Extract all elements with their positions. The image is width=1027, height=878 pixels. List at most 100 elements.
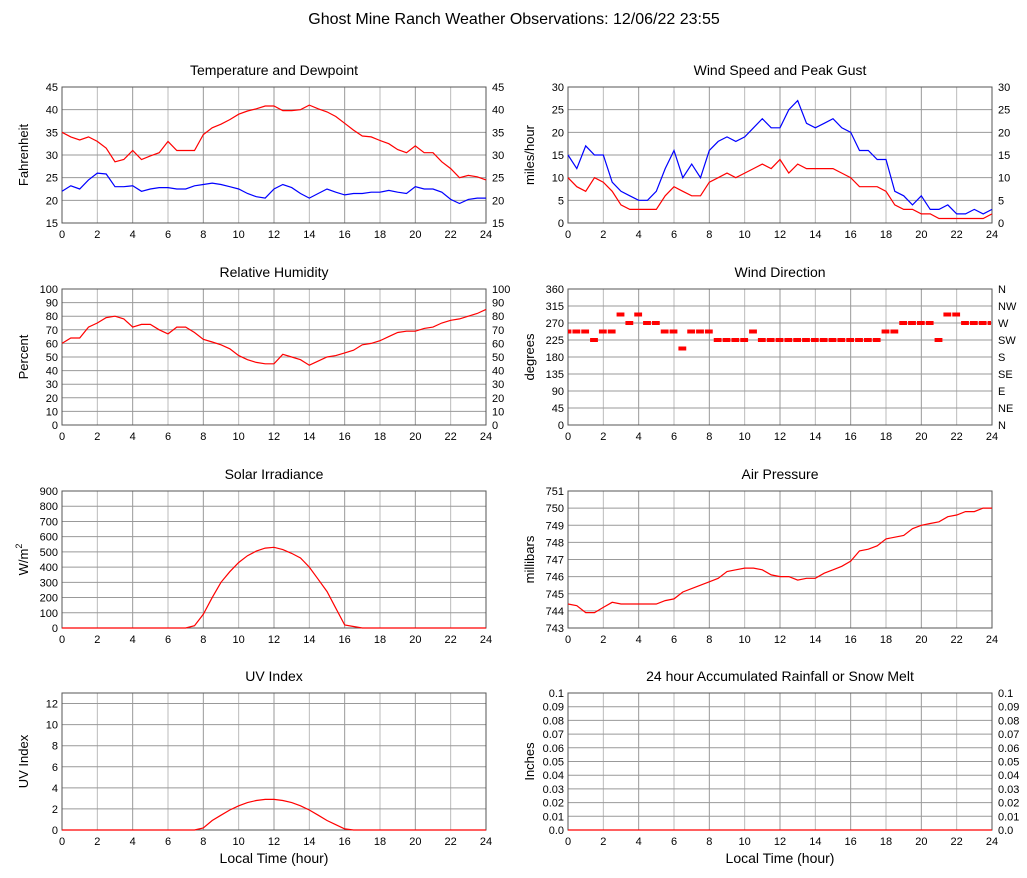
right-tick-label: E	[998, 386, 1005, 398]
x-tick-label: 6	[165, 229, 171, 241]
x-tick-label: 6	[671, 431, 677, 443]
x-tick-label: 6	[671, 836, 677, 848]
y-tick-label: 225	[546, 335, 564, 347]
right-tick-label: 0	[492, 420, 498, 432]
x-tick-label: 16	[339, 836, 351, 848]
x-tick-label: 20	[409, 634, 421, 646]
panel-title: UV Index	[245, 668, 303, 684]
x-tick-label: 10	[233, 634, 245, 646]
y-tick-label: 25	[46, 173, 58, 185]
wind-direction-point	[819, 338, 828, 342]
x-tick-label: 22	[951, 634, 963, 646]
wind-direction-point	[881, 329, 890, 334]
y-tick-label: 0.0	[549, 825, 564, 837]
y-tick-label: 20	[46, 393, 58, 405]
y-tick-label: 10	[552, 173, 564, 185]
right-tick-label: 30	[998, 82, 1010, 94]
y-tick-label: 12	[46, 699, 58, 711]
plot-frame	[61, 692, 487, 831]
y-tick-label: 749	[546, 520, 564, 532]
x-tick-label: 16	[845, 229, 857, 241]
y-tick-label: 50	[46, 352, 58, 364]
right-tick-label: 0.03	[998, 784, 1019, 796]
x-tick-label: 2	[600, 634, 606, 646]
x-tick-label: 2	[94, 431, 100, 443]
y-tick-label: 0	[52, 825, 58, 837]
panel-rainfall: 24 hour Accumulated Rainfall or Snow Mel…	[522, 668, 1019, 866]
wind-direction-point	[651, 321, 660, 325]
wind-direction-point	[961, 321, 969, 325]
wind-direction-point	[828, 338, 837, 342]
x-tick-label: 24	[986, 634, 998, 646]
x-tick-label: 4	[130, 634, 136, 646]
series-line-temperature-1	[61, 172, 486, 205]
x-tick-label: 10	[739, 836, 751, 848]
y-tick-label: 5	[558, 195, 564, 207]
y-tick-label: 180	[546, 352, 564, 364]
y-tick-label: 315	[546, 301, 564, 313]
x-tick-label: 4	[636, 229, 642, 241]
panel-title: Wind Speed and Peak Gust	[694, 62, 867, 78]
x-tick-label: 12	[774, 229, 786, 241]
right-tick-label: 0.01	[998, 811, 1019, 823]
y-tick-label: 800	[40, 501, 58, 513]
x-tick-label: 0	[565, 836, 571, 848]
right-tick-label: W	[998, 318, 1009, 330]
x-tick-label: 12	[268, 836, 280, 848]
series-line-uv-0	[62, 798, 486, 831]
y-tick-label: 0.08	[543, 715, 564, 727]
series-line-temperature-0	[61, 104, 487, 181]
right-tick-label: 45	[492, 82, 504, 94]
y-tick-label: 700	[40, 516, 58, 528]
x-tick-label: 12	[774, 634, 786, 646]
series-line-wind-speed-0	[567, 99, 993, 215]
right-tick-label: 70	[492, 325, 504, 337]
x-tick-label: 0	[59, 229, 65, 241]
wind-direction-point	[802, 338, 810, 342]
wind-direction-point	[987, 321, 991, 325]
wind-direction-point	[625, 321, 634, 325]
panel-title: Solar Irradiance	[225, 466, 324, 482]
x-tick-label: 14	[809, 634, 821, 646]
y-tick-label: 25	[552, 105, 564, 117]
series-line-solar-0	[62, 546, 486, 629]
wind-direction-point	[581, 329, 590, 334]
x-tick-label: 20	[409, 431, 421, 443]
y-tick-label: 748	[546, 537, 564, 549]
y-tick-label: 0.02	[543, 798, 564, 810]
x-tick-label: 2	[600, 431, 606, 443]
y-tick-label: 30	[46, 150, 58, 162]
wind-direction-point	[696, 329, 704, 334]
right-tick-label: 10	[492, 406, 504, 418]
x-tick-label: 18	[374, 229, 386, 241]
x-tick-label: 20	[915, 634, 927, 646]
y-axis-label: W/m2	[14, 544, 31, 576]
x-tick-label: 10	[233, 229, 245, 241]
right-tick-label: NW	[998, 301, 1017, 313]
right-tick-label: 0.1	[998, 688, 1013, 700]
x-tick-label: 10	[233, 431, 245, 443]
x-tick-label: 2	[600, 836, 606, 848]
y-tick-label: 360	[546, 284, 564, 296]
y-tick-label: 0.05	[543, 757, 564, 769]
x-tick-label: 16	[339, 229, 351, 241]
wind-direction-point	[775, 338, 784, 342]
x-tick-label: 24	[480, 634, 492, 646]
y-tick-label: 15	[552, 150, 564, 162]
right-tick-label: 80	[492, 311, 504, 323]
y-tick-label: 0.09	[543, 702, 564, 714]
wind-direction-point	[572, 329, 581, 334]
main-title: Ghost Mine Ranch Weather Observations: 1…	[308, 11, 720, 28]
y-tick-label: 0.1	[549, 688, 564, 700]
right-tick-label: N	[998, 420, 1006, 432]
x-tick-label: 18	[880, 836, 892, 848]
wind-direction-point	[793, 338, 802, 342]
x-tick-label: 8	[200, 836, 206, 848]
x-tick-label: 22	[951, 836, 963, 848]
y-tick-label: 300	[40, 577, 58, 589]
right-tick-label: 10	[998, 173, 1010, 185]
